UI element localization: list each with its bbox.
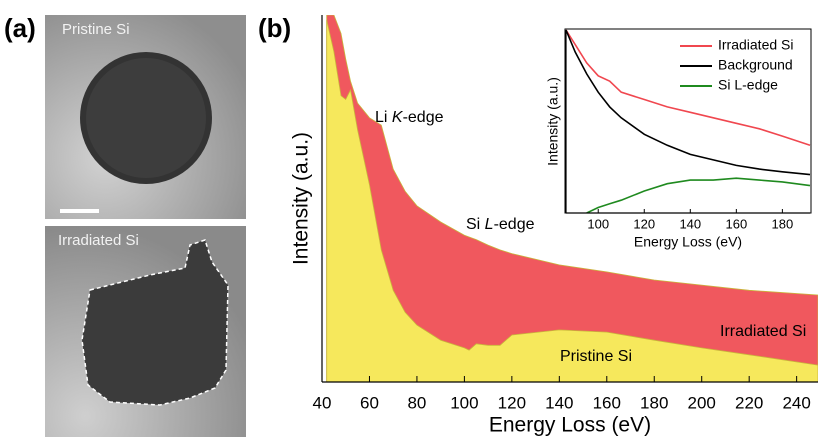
annotation-text: L: [485, 216, 494, 233]
x-tick-label: 200: [688, 393, 716, 412]
x-tick-label: 100: [450, 393, 478, 412]
area: [326, 15, 818, 382]
x-tick-label: 100: [587, 216, 609, 231]
x-tick-label: 160: [593, 393, 621, 412]
x-tick-label: 60: [360, 393, 379, 412]
image-label: Pristine Si: [62, 21, 130, 38]
annotation: Si L-edge: [466, 216, 535, 233]
x-tick-label: 40: [313, 393, 332, 412]
line: [565, 29, 811, 176]
legend-label: Si L-edge: [718, 77, 778, 93]
micrograph-pristine: Pristine Si: [45, 15, 246, 219]
panel-label: (a): [4, 13, 36, 43]
y-axis-label: Intensity (a.u.): [545, 77, 561, 166]
x-axis-label: Energy Loss (eV): [634, 234, 742, 250]
x-tick-label: 80: [407, 393, 426, 412]
x-tick-label: 240: [782, 393, 810, 412]
annotation: Li K-edge: [375, 109, 444, 126]
y-axis-label: Intensity (a.u.): [290, 132, 313, 265]
legend-label: Background: [718, 57, 793, 73]
x-tick-label: 180: [772, 216, 794, 231]
line: [586, 177, 811, 213]
annotation-text: -edge: [403, 109, 444, 126]
plot-area: [326, 15, 818, 382]
series-label: Irradiated Si: [720, 323, 806, 340]
x-tick-label: 140: [545, 393, 573, 412]
annotation-text: -edge: [494, 216, 535, 233]
annotation-text: K: [392, 109, 404, 126]
x-tick-label: 120: [498, 393, 526, 412]
x-tick-label: 180: [640, 393, 668, 412]
image-label: Irradiated Si: [58, 232, 139, 249]
annotation-text: Li: [375, 109, 392, 126]
x-tick-label: 220: [735, 393, 763, 412]
plot-area: [565, 29, 811, 213]
micrograph-irradiated: Irradiated Si: [45, 226, 246, 437]
line: [565, 29, 811, 147]
series-label: Pristine Si: [560, 348, 632, 365]
annotation-text: Si: [466, 216, 485, 233]
legend-label: Irradiated Si: [718, 37, 793, 53]
panel-label: (b): [258, 13, 291, 43]
x-tick-label: 120: [633, 216, 655, 231]
x-tick-label: 140: [679, 216, 701, 231]
area: [326, 20, 818, 382]
x-tick-label: 160: [725, 216, 747, 231]
x-axis-label: Energy Loss (eV): [489, 414, 651, 437]
